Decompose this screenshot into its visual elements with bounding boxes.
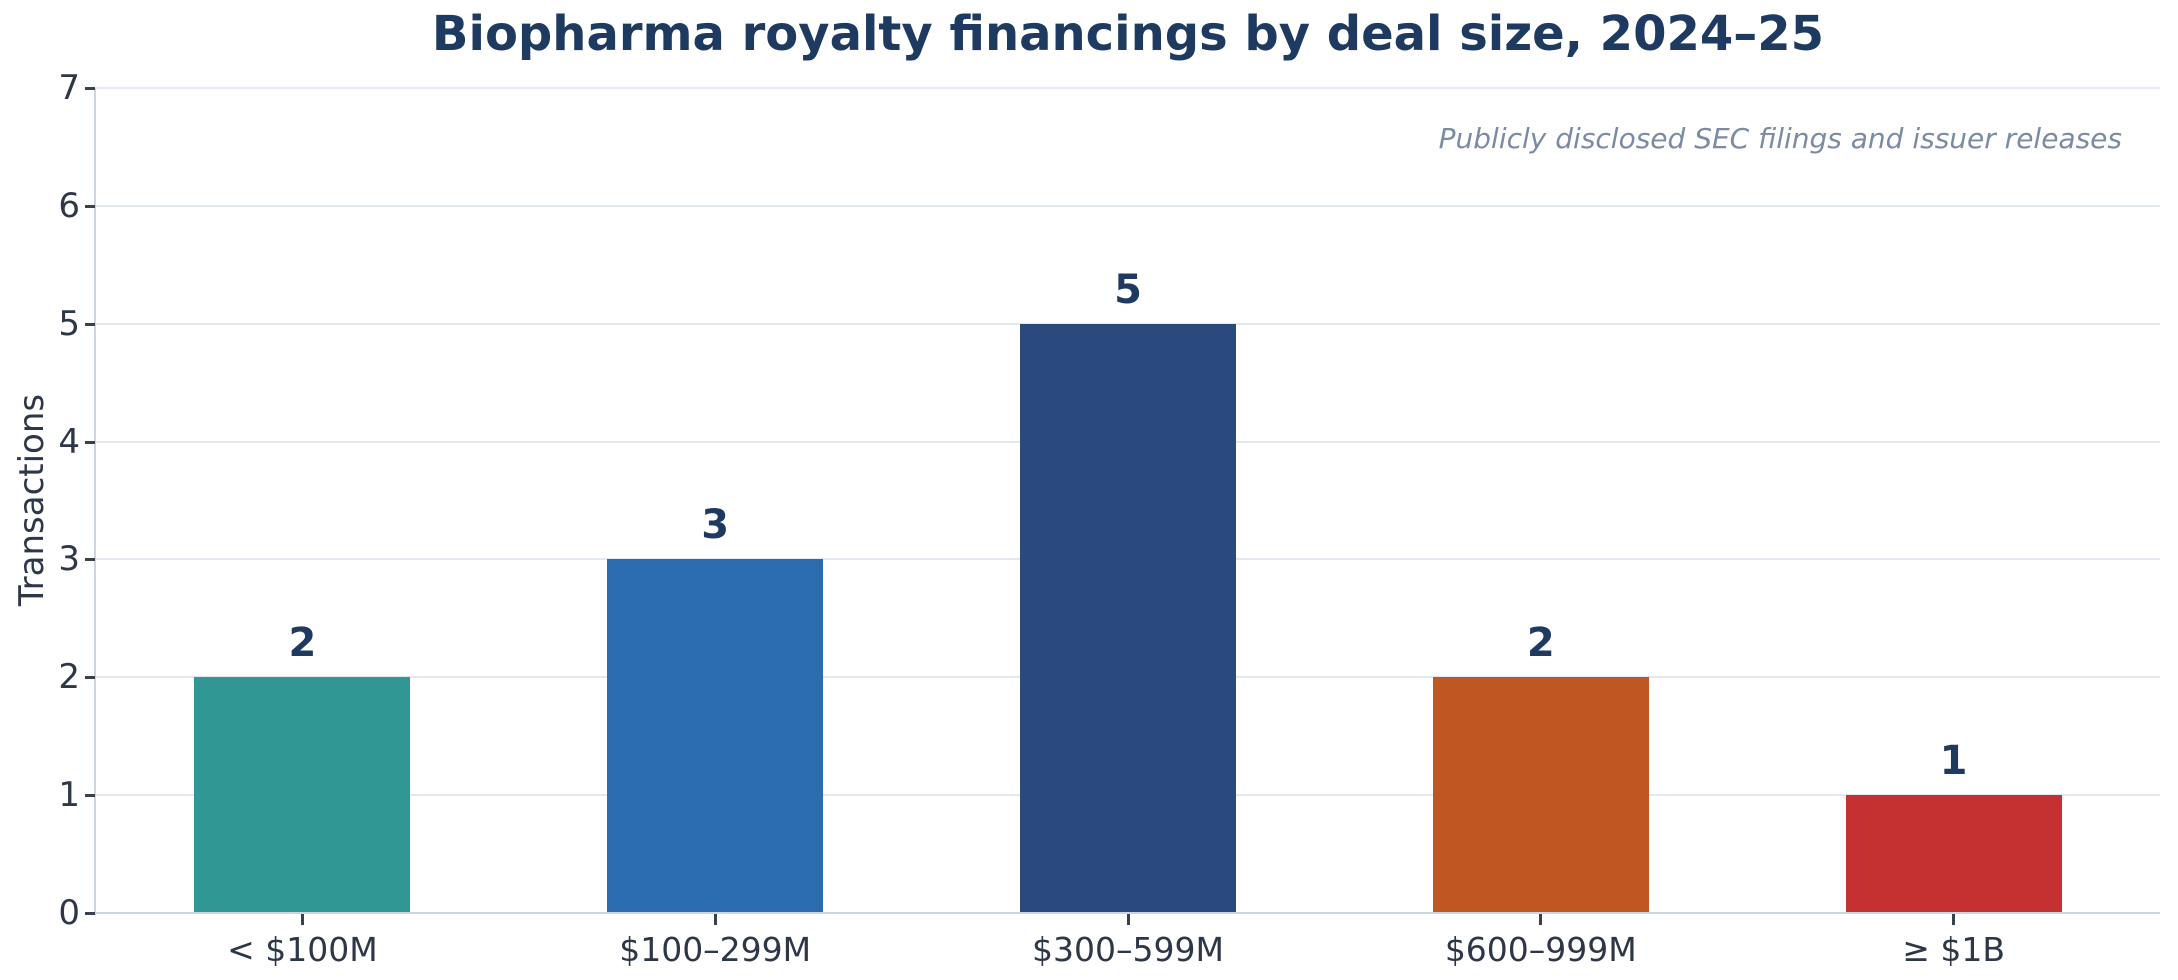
bar (607, 559, 824, 913)
x-tick-mark (713, 914, 717, 925)
x-tick-mark (300, 914, 304, 925)
y-tick-mark (85, 204, 95, 208)
y-tick-mark (85, 87, 95, 90)
x-tick-mark (1952, 914, 1956, 925)
bar (194, 677, 411, 913)
bar-value-label: 2 (1526, 620, 1555, 667)
bar (1020, 323, 1236, 913)
bar-value-label: 3 (701, 502, 730, 549)
x-axis-baseline (96, 912, 2160, 914)
bar-value-label: 1 (1939, 738, 1968, 785)
y-tick-label: 0 (58, 893, 80, 933)
x-tick-label: $300–599M (1032, 930, 1224, 969)
y-tick-label: 2 (58, 657, 80, 698)
y-tick-mark (85, 440, 95, 444)
y-tick-label: 3 (58, 539, 80, 580)
bar-value-label: 2 (288, 620, 317, 667)
y-tick-mark (85, 912, 95, 915)
y-tick-mark (85, 676, 95, 680)
y-tick-mark (85, 322, 95, 326)
x-tick-mark (1539, 914, 1543, 925)
y-tick-label: 6 (58, 185, 80, 226)
bar (1845, 795, 2062, 913)
y-tick-label: 1 (58, 775, 80, 816)
y-tick-label: 5 (58, 303, 80, 344)
x-tick-label: $600–999M (1444, 930, 1637, 969)
y-tick-label: 4 (58, 421, 80, 462)
x-tick-label: < $100M (227, 930, 378, 969)
x-tick-label: ≥ $1B (1902, 930, 2005, 969)
y-tick-mark (85, 794, 95, 798)
x-tick-mark (1126, 914, 1130, 925)
y-axis-spine (94, 88, 96, 915)
y-tick-mark (85, 558, 95, 562)
source-annotation: Publicly disclosed SEC filings and issue… (1438, 122, 2122, 155)
bar (1432, 677, 1649, 913)
bar-value-label: 5 (1114, 266, 1142, 313)
chart-title: Biopharma royalty financings by deal siz… (431, 6, 1825, 62)
gridline (96, 87, 2160, 89)
y-tick-label: 7 (58, 68, 80, 108)
x-tick-label: $100–299M (619, 930, 812, 969)
gridline (96, 204, 2160, 207)
